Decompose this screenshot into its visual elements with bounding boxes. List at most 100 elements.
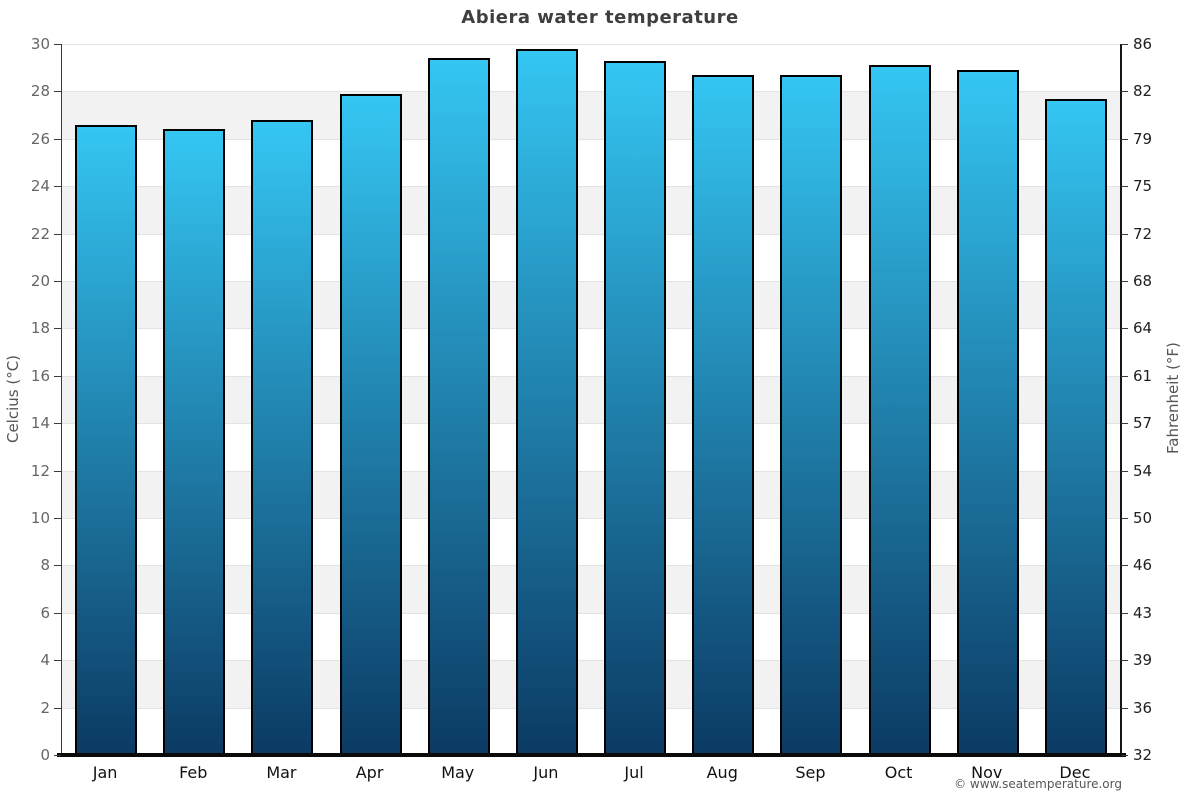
gridline xyxy=(62,470,1120,472)
y-tick-right xyxy=(1121,565,1128,567)
x-tick-label-apr: Apr xyxy=(355,763,384,782)
y-tick-right xyxy=(1121,138,1128,140)
y-tick-label-fahrenheit: 39 xyxy=(1133,651,1153,670)
y-axis-label-celsius: Celcius (°C) xyxy=(4,354,22,444)
y-tick-right xyxy=(1121,281,1128,282)
y-tick-right xyxy=(1121,186,1128,188)
bar-feb[interactable] xyxy=(163,129,226,755)
grid-band xyxy=(62,423,1120,471)
y-tick-label-fahrenheit: 61 xyxy=(1133,366,1153,385)
y-tick-left xyxy=(54,186,61,188)
x-tick-label-nov: Nov xyxy=(971,763,1003,782)
x-tick-label-jul: Jul xyxy=(624,763,644,782)
y-tick-right xyxy=(1121,91,1128,93)
bar-jan[interactable] xyxy=(75,124,138,755)
y-tick-label-celsius: 12 xyxy=(30,461,50,480)
grid-band xyxy=(62,518,1120,566)
y-tick-label-fahrenheit: 79 xyxy=(1133,129,1153,148)
y-tick-label-celsius: 22 xyxy=(30,224,50,243)
y-tick-label-celsius: 28 xyxy=(30,82,50,101)
y-tick-label-fahrenheit: 54 xyxy=(1133,461,1153,480)
grid-band xyxy=(62,612,1120,661)
y-tick-left xyxy=(54,470,61,472)
y-tick-left xyxy=(54,755,61,756)
grid-band xyxy=(62,470,1120,518)
bar-aug[interactable] xyxy=(692,74,755,755)
bar-nov[interactable] xyxy=(956,70,1019,755)
bar-may[interactable] xyxy=(427,58,490,755)
gridline xyxy=(62,44,1120,45)
y-tick-label-celsius: 26 xyxy=(30,129,50,148)
gridline xyxy=(62,612,1120,614)
y-tick-label-celsius: 0 xyxy=(40,746,50,764)
grid-band xyxy=(62,660,1120,708)
grid-band xyxy=(62,91,1120,139)
x-tick-label-aug: Aug xyxy=(706,763,738,782)
x-tick-label-dec: Dec xyxy=(1059,763,1091,782)
x-tick-label-sep: Sep xyxy=(795,763,826,782)
y-tick-label-fahrenheit: 46 xyxy=(1133,556,1153,575)
y-tick-label-fahrenheit: 36 xyxy=(1133,698,1153,717)
y-tick-right xyxy=(1121,612,1128,614)
y-tick-label-celsius: 30 xyxy=(30,35,50,53)
y-tick-label-fahrenheit: 68 xyxy=(1133,272,1153,290)
y-tick-label-celsius: 24 xyxy=(30,177,50,196)
y-tick-label-fahrenheit: 82 xyxy=(1133,82,1153,101)
y-tick-right xyxy=(1121,755,1128,756)
y-tick-label-fahrenheit: 43 xyxy=(1133,603,1153,622)
plot-area xyxy=(61,44,1122,755)
y-tick-left xyxy=(54,423,61,425)
bar-jul[interactable] xyxy=(604,60,667,755)
x-tick-label-jun: Jun xyxy=(533,763,559,782)
y-tick-left xyxy=(54,233,61,235)
grid-band xyxy=(62,281,1120,329)
y-tick-label-fahrenheit: 32 xyxy=(1133,746,1153,764)
bar-jun[interactable] xyxy=(515,48,578,755)
y-tick-left xyxy=(54,375,61,377)
gridline xyxy=(62,186,1120,188)
copyright-link[interactable]: © www.seatemperature.org xyxy=(954,777,1122,791)
y-tick-right xyxy=(1121,44,1128,45)
y-tick-label-celsius: 16 xyxy=(30,366,50,385)
bar-mar[interactable] xyxy=(251,119,314,755)
y-tick-label-celsius: 14 xyxy=(30,414,50,433)
bar-dec[interactable] xyxy=(1044,98,1107,755)
grid-band xyxy=(62,138,1120,187)
y-tick-left xyxy=(54,612,61,614)
gridline xyxy=(62,328,1120,330)
x-tick-label-oct: Oct xyxy=(884,763,913,782)
y-tick-label-celsius: 10 xyxy=(30,509,50,527)
y-tick-label-celsius: 8 xyxy=(40,556,50,575)
grid-band xyxy=(62,44,1120,92)
gridline xyxy=(62,91,1120,93)
bar-oct[interactable] xyxy=(868,65,931,755)
y-tick-right xyxy=(1121,470,1128,472)
y-tick-label-celsius: 18 xyxy=(30,319,50,338)
x-tick-label-jan: Jan xyxy=(92,763,118,782)
gridline xyxy=(62,565,1120,567)
y-tick-label-celsius: 20 xyxy=(30,272,50,290)
y-tick-left xyxy=(54,44,61,45)
gridline xyxy=(62,423,1120,425)
x-axis-line xyxy=(57,753,1126,757)
grid-band xyxy=(62,375,1120,424)
gridline xyxy=(62,233,1120,235)
grid-band xyxy=(62,707,1120,755)
gridline xyxy=(62,660,1120,662)
grid-band xyxy=(62,233,1120,281)
y-tick-left xyxy=(54,91,61,93)
bar-sep[interactable] xyxy=(780,74,843,755)
y-tick-label-fahrenheit: 57 xyxy=(1133,414,1153,433)
x-tick-label-feb: Feb xyxy=(179,763,208,782)
y-tick-right xyxy=(1121,423,1128,425)
x-tick-label-mar: Mar xyxy=(266,763,297,782)
y-tick-right xyxy=(1121,375,1128,377)
y-tick-left xyxy=(54,565,61,567)
y-tick-right xyxy=(1121,660,1128,662)
bar-apr[interactable] xyxy=(339,93,402,755)
y-tick-label-fahrenheit: 72 xyxy=(1133,224,1153,243)
y-tick-right xyxy=(1121,328,1128,330)
gridline xyxy=(62,518,1120,519)
x-tick-label-may: May xyxy=(441,763,475,782)
y-axis-label-fahrenheit: Fahrenheit (°F) xyxy=(1164,342,1182,454)
